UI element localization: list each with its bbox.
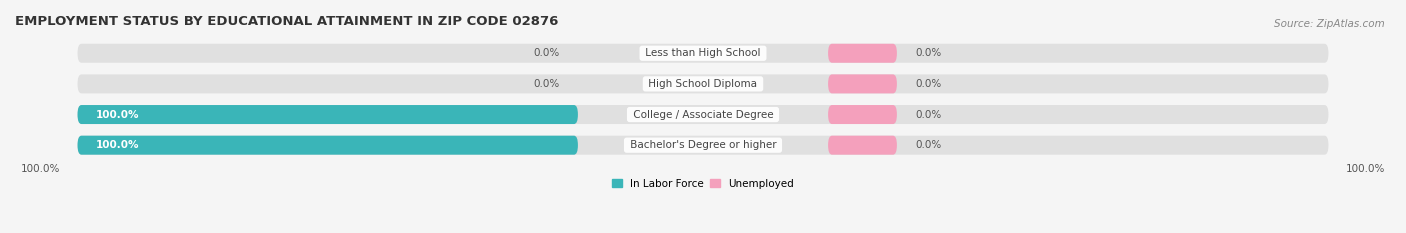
Text: 0.0%: 0.0% [915, 79, 942, 89]
FancyBboxPatch shape [828, 74, 897, 93]
Legend: In Labor Force, Unemployed: In Labor Force, Unemployed [613, 179, 793, 189]
FancyBboxPatch shape [828, 136, 897, 155]
Text: 100.0%: 100.0% [21, 164, 60, 174]
Text: 100.0%: 100.0% [1346, 164, 1385, 174]
Text: 0.0%: 0.0% [915, 110, 942, 120]
Text: 100.0%: 100.0% [96, 110, 139, 120]
Text: 0.0%: 0.0% [533, 48, 560, 58]
Text: 0.0%: 0.0% [915, 140, 942, 150]
FancyBboxPatch shape [77, 44, 1329, 63]
FancyBboxPatch shape [77, 136, 1329, 155]
Text: College / Associate Degree: College / Associate Degree [630, 110, 776, 120]
FancyBboxPatch shape [77, 136, 578, 155]
Text: Less than High School: Less than High School [643, 48, 763, 58]
FancyBboxPatch shape [77, 105, 1329, 124]
Text: Source: ZipAtlas.com: Source: ZipAtlas.com [1274, 19, 1385, 29]
Text: High School Diploma: High School Diploma [645, 79, 761, 89]
Text: 100.0%: 100.0% [96, 140, 139, 150]
FancyBboxPatch shape [77, 105, 578, 124]
Text: EMPLOYMENT STATUS BY EDUCATIONAL ATTAINMENT IN ZIP CODE 02876: EMPLOYMENT STATUS BY EDUCATIONAL ATTAINM… [15, 15, 558, 28]
Text: 0.0%: 0.0% [915, 48, 942, 58]
FancyBboxPatch shape [828, 105, 897, 124]
Text: 0.0%: 0.0% [533, 79, 560, 89]
Text: Bachelor's Degree or higher: Bachelor's Degree or higher [627, 140, 779, 150]
FancyBboxPatch shape [77, 74, 1329, 93]
FancyBboxPatch shape [828, 44, 897, 63]
